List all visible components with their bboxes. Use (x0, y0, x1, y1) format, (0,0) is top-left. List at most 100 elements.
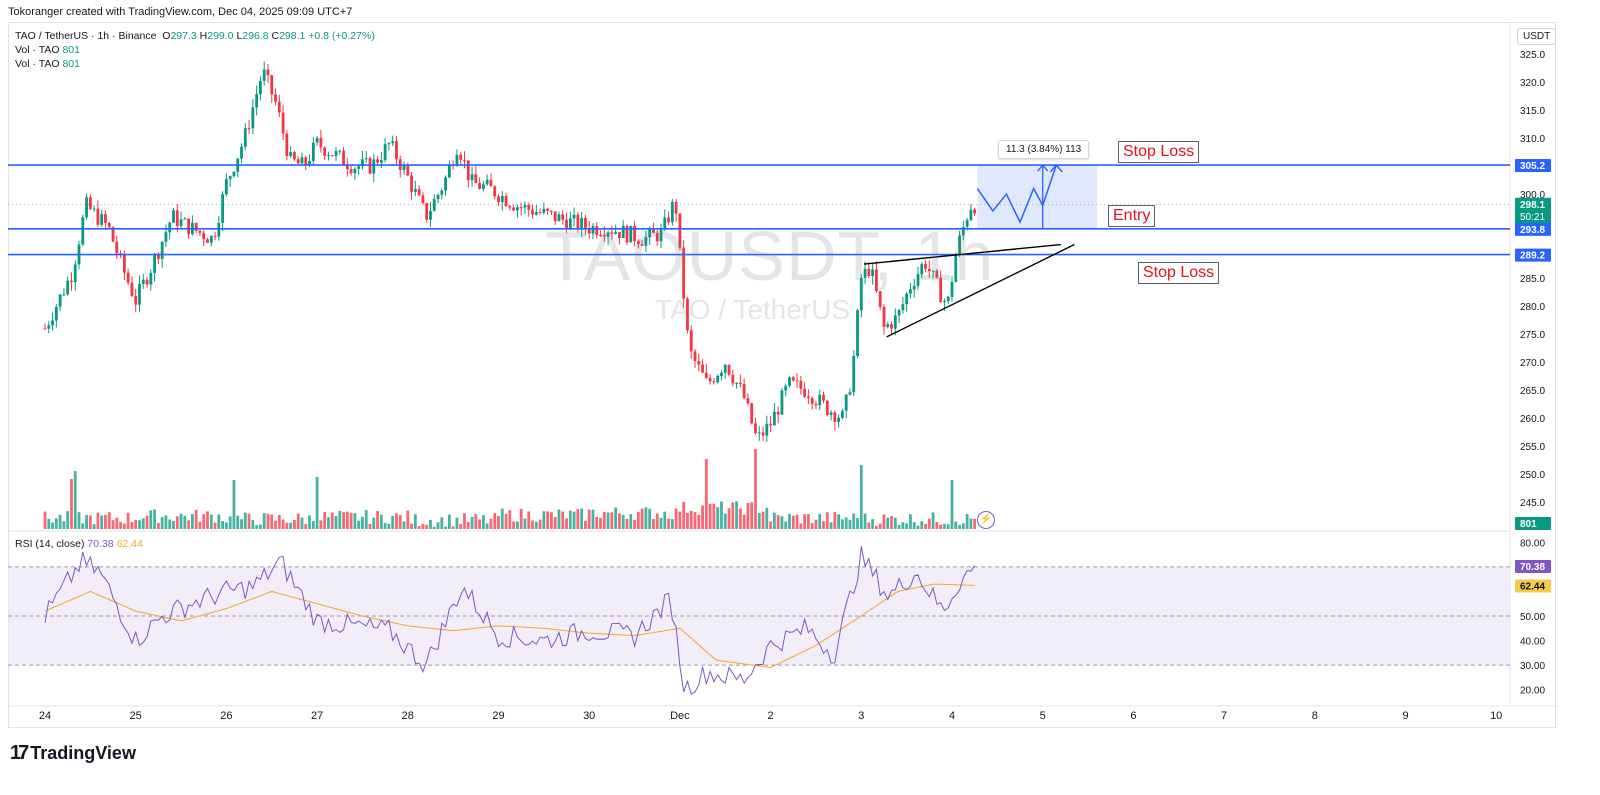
volume-legend-1[interactable]: Vol · TAO 801 (15, 44, 80, 56)
candle-body (504, 195, 508, 207)
candle-body (863, 268, 867, 278)
volume-bar (175, 516, 179, 529)
candle-body (618, 232, 621, 239)
candle-body (814, 403, 818, 406)
candle-body (750, 403, 754, 424)
candle-body (565, 219, 568, 230)
volume-bar (727, 508, 731, 529)
candle-body (833, 412, 837, 422)
currency-selector[interactable]: USDT (1517, 28, 1557, 45)
volume-bar (387, 523, 391, 529)
volume-bar (115, 517, 119, 529)
volume-bar (943, 523, 946, 529)
volume-bar (859, 465, 863, 529)
candle-body (973, 209, 977, 214)
volume-bar (466, 521, 470, 529)
candle-body (924, 264, 927, 269)
candle-body (531, 209, 534, 215)
volume-bar (682, 501, 686, 529)
volume-bar (62, 521, 66, 529)
entry-label[interactable]: Entry (1108, 205, 1156, 227)
candle-body (689, 330, 693, 352)
candle-body (470, 174, 474, 181)
volume-bar (236, 515, 240, 529)
candle-body (474, 174, 478, 184)
volume-bar (761, 511, 765, 529)
volume-bar (531, 520, 534, 529)
candle-body (837, 417, 841, 422)
volume-bar (138, 520, 141, 529)
symbol-watermark: TAOUSDT, 1h (545, 217, 995, 295)
volume-bar (451, 526, 455, 529)
tradingview-logo[interactable]: 17 TradingView (10, 742, 136, 765)
candle-body (51, 320, 54, 326)
volume-bar (183, 515, 187, 529)
candle-body (308, 160, 311, 165)
volume-bar (349, 512, 353, 529)
rsi-line (44, 546, 976, 695)
candle-body (576, 214, 580, 230)
candle-body (731, 374, 735, 384)
candle-body (391, 141, 395, 144)
volume-bar (149, 510, 153, 529)
volume-bar (368, 523, 372, 529)
time-tick-label: 8 (1312, 710, 1318, 722)
candle-body (841, 410, 844, 418)
symbol-legend[interactable]: TAO / TetherUS · 1h · Binance O297.3 H29… (15, 30, 375, 42)
volume-bar (228, 516, 232, 529)
volume-bar (837, 514, 841, 529)
volume-bar (323, 511, 327, 529)
candle-body (206, 239, 209, 243)
candle-body (670, 201, 674, 223)
volume-bar (304, 524, 308, 529)
wedge-trendline (863, 243, 1061, 265)
candle-body (852, 355, 856, 393)
candle-body (648, 229, 652, 238)
candle-body (175, 210, 179, 226)
candle-body (327, 155, 330, 157)
volume-bar (413, 514, 417, 529)
rsi-legend[interactable]: RSI (14, close) 70.38 62.44 (15, 538, 143, 550)
volume-bar (720, 501, 723, 529)
candle-body (459, 154, 463, 160)
candle-body (62, 294, 66, 296)
volume-bar (262, 513, 266, 529)
stop-loss-bottom-label[interactable]: Stop Loss (1138, 262, 1220, 284)
volume-bar (270, 514, 274, 529)
volume-bar (274, 520, 277, 529)
candle-body (342, 150, 345, 166)
volume-bar (512, 521, 516, 529)
candle-body (519, 207, 523, 209)
level-bottom-tag: 289.2 (1520, 251, 1545, 262)
stop-loss-top-label[interactable]: Stop Loss (1118, 141, 1200, 163)
legend-high-label: H (199, 30, 208, 42)
volume-bar (557, 509, 561, 529)
volume-bar (519, 508, 523, 529)
volume-bar (330, 512, 334, 529)
volume-bar (104, 514, 107, 529)
time-tick-label: 29 (492, 710, 504, 722)
candle-body (610, 232, 614, 234)
volume-bar (893, 517, 897, 529)
candle-body (447, 164, 451, 178)
measure-tooltip: 11.3 (3.84%) 113 (998, 140, 1090, 159)
candle-body (463, 159, 466, 161)
volume-bar (693, 512, 697, 529)
volume-bar (459, 524, 463, 529)
volume-bar (410, 523, 413, 529)
time-tick-label: 2 (768, 710, 774, 722)
volume-legend-2[interactable]: Vol · TAO 801 (15, 58, 80, 70)
legend-high: 299.0 (207, 30, 234, 42)
candle-body (274, 94, 277, 102)
candle-body (599, 235, 602, 237)
candle-body (153, 255, 156, 273)
lightning-icon[interactable]: ⚡ (977, 511, 995, 529)
candle-body (818, 394, 822, 406)
volume-bar (909, 514, 912, 529)
candle-body (788, 377, 791, 386)
volume-tag-bg (1515, 517, 1551, 530)
candle-body (489, 179, 493, 187)
volume-legend-label: Vol · TAO (15, 58, 60, 70)
volume-bar (463, 513, 466, 529)
